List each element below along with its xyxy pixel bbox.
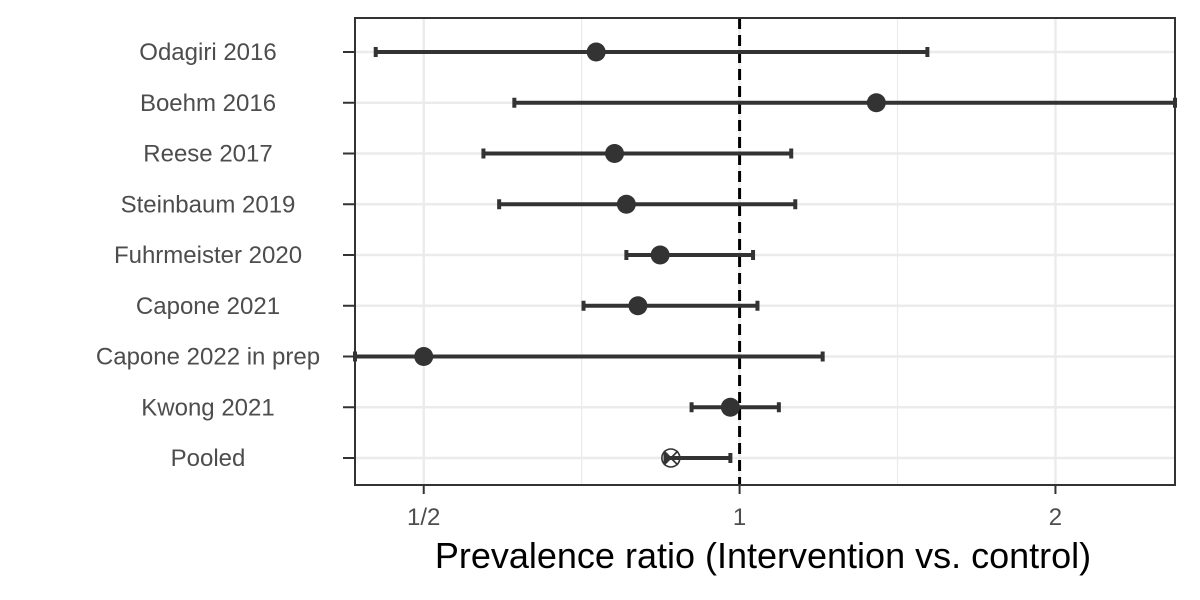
point-estimate: [586, 42, 606, 62]
point-estimate: [650, 245, 670, 265]
y-tick-label: Kwong 2021: [141, 394, 274, 421]
y-tick-label: Boehm 2016: [140, 90, 276, 117]
pooled-marker-circle: [661, 448, 681, 468]
ci-4: [624, 250, 756, 260]
x-axis: 1/2 1 2: [407, 485, 1062, 531]
point-estimate: [414, 347, 434, 366]
point-estimate: [628, 296, 648, 316]
pooled-marker-cross: [663, 450, 679, 466]
y-tick-label: Steinbaum 2019: [121, 191, 296, 218]
y-tick-label: Pooled: [171, 445, 246, 472]
y-tick-label: Fuhrmeister 2020: [114, 242, 302, 269]
ci-2: [481, 148, 794, 159]
panel-border: [354, 17, 1176, 486]
y-tick-label: Capone 2021: [136, 293, 280, 320]
x-tick-label: 1: [733, 504, 746, 531]
pooled-estimate-marker: [661, 448, 681, 468]
x-tick-label: 2: [1049, 504, 1062, 531]
point-estimate: [616, 194, 636, 214]
point-estimate: [720, 397, 740, 417]
y-tick-label: Capone 2022 in prep: [96, 344, 320, 371]
x-axis-title: Prevalence ratio (Intervention vs. contr…: [435, 535, 1091, 576]
point-estimate: [866, 93, 886, 113]
ci-3: [497, 199, 798, 210]
point-estimates: [414, 42, 886, 468]
grid-lines: [355, 18, 1175, 485]
ci-8: [663, 453, 733, 463]
point-estimate: [605, 144, 625, 163]
y-axis: Odagiri 2016 Boehm 2016 Reese 2017 Steinbau…: [96, 39, 355, 472]
y-tick-label: Odagiri 2016: [139, 39, 276, 66]
x-tick-label: 1/2: [407, 504, 440, 531]
ci-0: [373, 47, 930, 57]
ci-1: [512, 97, 1177, 108]
y-tick-label: Reese 2017: [143, 141, 272, 168]
ci-5: [581, 300, 760, 311]
